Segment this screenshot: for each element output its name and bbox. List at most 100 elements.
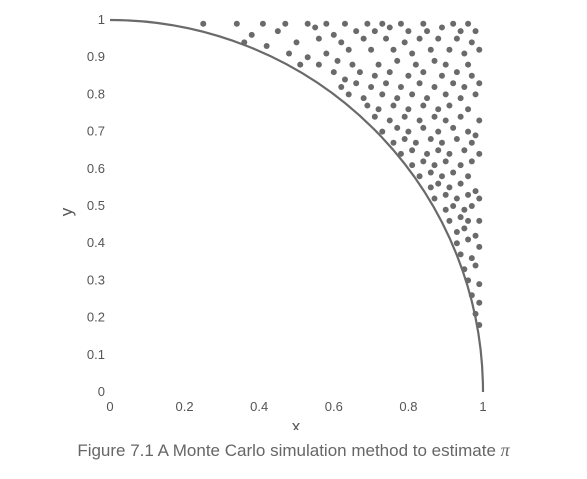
data-point xyxy=(461,225,468,232)
data-point xyxy=(424,95,431,102)
data-point xyxy=(472,28,479,35)
data-point xyxy=(446,150,453,157)
data-point xyxy=(401,136,408,143)
data-point xyxy=(472,188,479,195)
data-point xyxy=(323,20,330,27)
data-point xyxy=(364,20,371,27)
data-point xyxy=(461,83,468,90)
y-tick-label: 0.6 xyxy=(87,161,105,176)
y-tick-label: 0.9 xyxy=(87,49,105,64)
data-point xyxy=(386,117,393,124)
data-point xyxy=(360,35,367,42)
data-point xyxy=(427,136,434,143)
data-point xyxy=(431,57,438,64)
data-point xyxy=(353,28,360,35)
data-point xyxy=(446,184,453,191)
data-point xyxy=(468,255,475,262)
data-point xyxy=(431,195,438,202)
data-point xyxy=(435,147,442,154)
data-point xyxy=(349,61,356,68)
data-point xyxy=(334,57,341,64)
data-point xyxy=(386,69,393,76)
y-tick-label: 0 xyxy=(98,384,105,399)
data-point xyxy=(442,206,449,213)
quarter-circle-curve xyxy=(109,18,485,393)
data-point xyxy=(386,24,393,31)
data-point xyxy=(312,24,319,31)
data-point xyxy=(435,128,442,135)
data-point xyxy=(450,124,457,131)
data-point xyxy=(420,158,427,165)
data-point xyxy=(356,69,363,76)
data-point xyxy=(241,39,248,46)
data-point xyxy=(472,232,479,239)
data-point xyxy=(315,35,322,42)
data-point xyxy=(465,277,472,284)
data-point xyxy=(375,61,382,68)
data-point xyxy=(293,39,300,46)
data-point xyxy=(427,184,434,191)
data-point xyxy=(476,150,483,157)
data-point xyxy=(450,20,457,27)
y-tick-label: 0.3 xyxy=(87,272,105,287)
data-point xyxy=(368,46,375,53)
data-point xyxy=(341,20,348,27)
data-point xyxy=(468,292,475,299)
data-point xyxy=(397,150,404,157)
data-point xyxy=(416,80,423,87)
data-point xyxy=(338,83,345,90)
data-point xyxy=(476,217,483,224)
data-point xyxy=(468,203,475,209)
data-point xyxy=(304,20,311,27)
data-point xyxy=(416,35,423,42)
data-point xyxy=(416,173,423,180)
data-point xyxy=(371,72,378,79)
data-point xyxy=(383,80,390,87)
data-point xyxy=(431,113,438,120)
data-point xyxy=(465,217,472,224)
data-point xyxy=(457,180,464,187)
y-tick-label: 0.5 xyxy=(87,198,105,213)
data-point xyxy=(424,28,431,35)
data-point xyxy=(446,102,453,109)
x-tick-label: 0 xyxy=(106,399,113,414)
x-tick-label: 0.6 xyxy=(325,399,343,414)
data-point xyxy=(286,50,293,57)
data-point xyxy=(420,102,427,109)
x-axis-label: x xyxy=(292,417,301,430)
data-point xyxy=(453,69,460,76)
data-point xyxy=(446,46,453,53)
data-point xyxy=(457,95,464,102)
data-point xyxy=(453,240,460,247)
figure-caption: Figure 7.1 A Monte Carlo simulation meth… xyxy=(0,440,587,461)
data-point xyxy=(431,162,438,169)
data-point xyxy=(435,180,442,187)
data-point xyxy=(379,128,386,135)
data-point xyxy=(465,128,472,135)
data-point xyxy=(476,195,483,202)
data-point xyxy=(412,139,419,146)
data-point xyxy=(461,50,468,57)
data-point xyxy=(233,20,240,27)
data-point xyxy=(420,124,427,131)
data-point xyxy=(442,61,449,68)
data-point xyxy=(453,229,460,236)
caption-text: Figure 7.1 A Monte Carlo simulation meth… xyxy=(77,441,496,460)
data-point xyxy=(457,251,464,258)
data-point xyxy=(274,28,281,35)
data-point xyxy=(383,35,390,42)
data-point xyxy=(282,20,289,27)
data-point xyxy=(263,43,270,50)
data-point xyxy=(442,117,449,124)
y-tick-label: 0.4 xyxy=(87,235,105,250)
data-point xyxy=(330,31,337,38)
pi-symbol: π xyxy=(500,440,510,460)
data-point xyxy=(390,46,397,53)
data-point xyxy=(476,243,483,250)
data-point xyxy=(297,61,304,68)
y-tick-label: 0.8 xyxy=(87,86,105,101)
data-point xyxy=(476,299,483,306)
data-point xyxy=(468,39,475,46)
data-point xyxy=(315,61,322,68)
data-point xyxy=(397,20,404,27)
